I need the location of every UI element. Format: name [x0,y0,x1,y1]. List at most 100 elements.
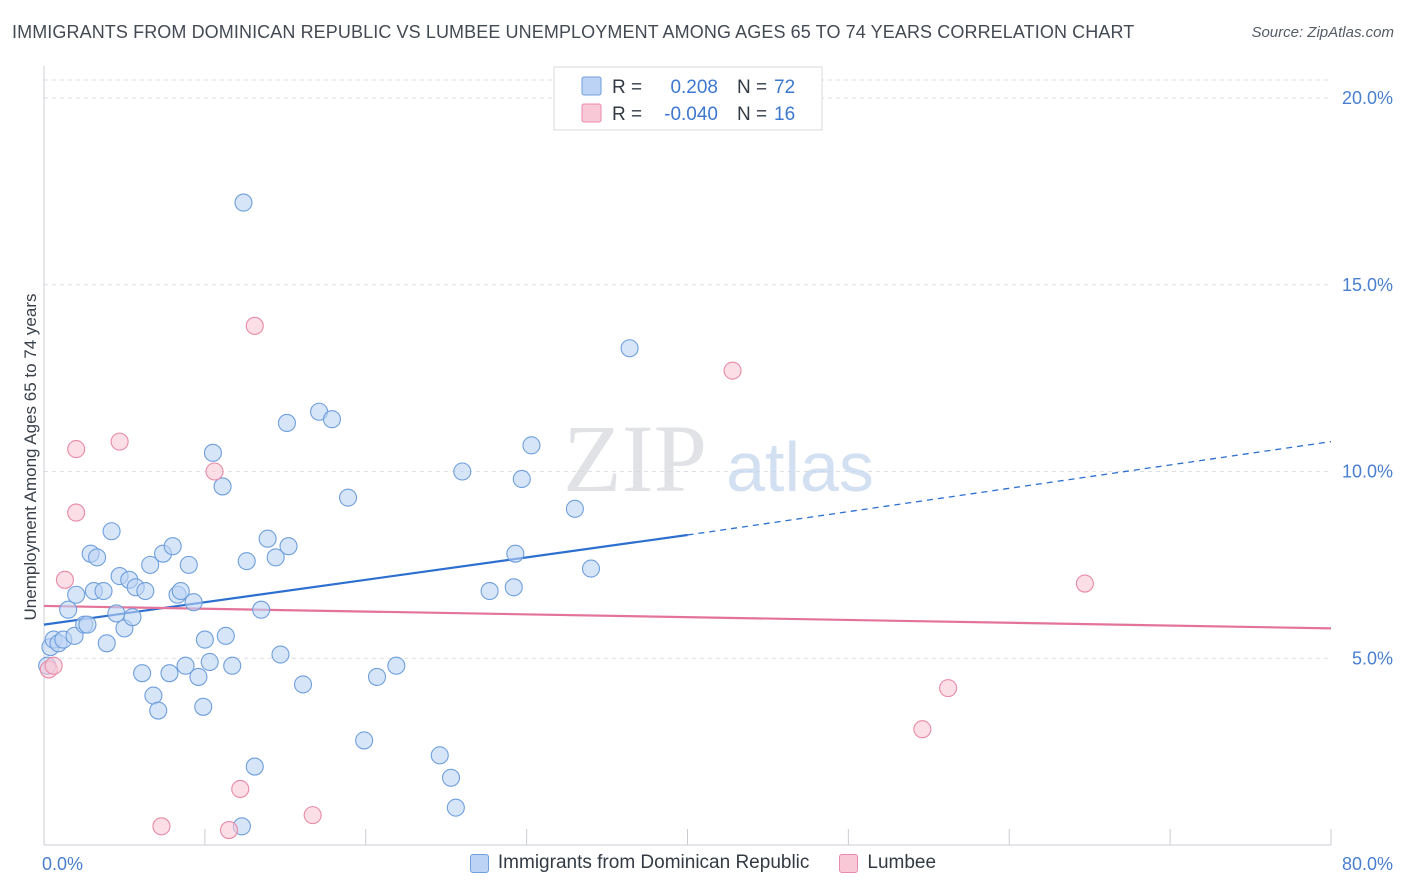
point-dominican [322,410,342,429]
point-lumbee [55,570,74,589]
stats-r-label-2: R = [612,104,642,125]
point-dominican [258,529,277,548]
legend-label-dominican: Immigrants from Dominican Republic [497,852,810,873]
point-dominican [430,746,449,765]
point-dominican [506,544,525,563]
point-dominican [149,701,168,720]
point-dominican [216,626,235,645]
point-dominican [271,645,290,664]
trend-line-lumbee [43,604,1332,630]
point-dominican [504,578,523,597]
point-dominican [620,339,639,358]
point-dominican [446,798,465,817]
point-dominican [441,768,461,787]
point-dominican [160,664,179,683]
point-dominican [522,436,541,455]
point-dominican [237,552,256,571]
point-dominican [512,469,531,489]
legend-label-lumbee: Lumbee [867,852,937,873]
point-lumbee [44,656,63,675]
point-dominican [78,615,97,634]
stats-legend-swatch-pink [581,103,602,123]
point-dominican [200,652,219,672]
y-axis-label: Unemployment Among Ages 65 to 74 years [21,294,40,621]
point-dominican [163,537,182,556]
point-lumbee [152,817,171,836]
point-dominican [293,675,313,694]
point-dominican [339,488,358,507]
source-credit: Source: ZipAtlas.com [1251,24,1394,41]
point-lumbee [219,821,239,840]
point-lumbee [913,720,932,739]
axes [43,66,1332,846]
point-dominican [141,555,160,574]
trend-line-dominican-extension [687,440,1332,536]
point-dominican [184,593,203,612]
point-dominican [245,757,264,776]
data-points [38,193,1094,840]
legend-entry-dominican: Immigrants from Dominican Republic [469,852,810,874]
point-dominican [67,585,86,604]
stats-n-value-1: 72 [774,77,795,98]
point-dominican [203,443,222,462]
x-tick-label: 0.0% [42,854,83,874]
stats-n-value-2: 16 [774,104,795,125]
point-dominican [279,537,298,556]
point-lumbee [723,361,742,380]
watermark-zip: ZIP [563,405,707,512]
watermark-atlas: atlas [726,428,874,506]
point-lumbee [939,679,958,698]
stats-n-label-2: N = [737,104,767,125]
stats-legend: R = 0.208 N = 72 R = -0.040 N = 16 [553,66,823,131]
point-dominican [136,581,155,601]
x-tick-label: 80.0% [1342,854,1393,874]
stats-r-label-1: R = [612,77,642,98]
trend-line-dominican [43,533,688,626]
point-dominican [88,548,107,567]
point-dominican [59,600,78,619]
legend-swatch-blue [469,853,489,873]
stats-r-value-1: 0.208 [670,77,718,98]
point-dominican [480,581,499,601]
point-dominican [453,462,472,481]
point-dominican [194,697,213,716]
point-dominican [189,667,208,686]
point-dominican [179,555,198,574]
point-dominican [195,630,214,649]
point-dominican [176,656,195,675]
stats-n-label-1: N = [737,77,767,98]
point-lumbee [245,316,264,335]
point-lumbee [1075,574,1094,593]
point-lumbee [67,503,86,522]
point-dominican [123,608,142,627]
point-dominican [223,656,242,675]
point-dominican [277,413,296,432]
point-lumbee [231,779,250,799]
bottom-legend: Immigrants from Dominican Republic Lumbe… [0,852,1406,874]
legend-entry-lumbee: Lumbee [839,852,936,874]
point-dominican [252,600,271,619]
point-lumbee [205,462,224,481]
y-tick-label: 10.0% [1342,462,1393,482]
point-dominican [102,522,121,541]
y-tick-label: 15.0% [1342,275,1393,295]
point-dominican [144,686,163,705]
tick-labels: 5.0% 10.0% 15.0% 20.0% 0.0% 80.0% [42,88,1393,874]
point-dominican [171,581,190,601]
point-dominican [565,499,584,518]
point-dominican [133,664,152,683]
y-tick-label: 5.0% [1352,648,1393,668]
grid-lines [44,79,1331,659]
y-tick-label: 20.0% [1342,88,1393,108]
point-dominican [355,731,374,750]
point-dominican [367,667,387,686]
point-dominican [107,604,126,623]
point-dominican [387,656,406,675]
stats-legend-swatch-blue [581,76,602,96]
point-dominican [581,559,601,578]
watermark: ZIP atlas [563,405,874,512]
point-dominican [266,548,285,567]
legend-swatch-pink [839,853,859,873]
point-lumbee [110,432,129,451]
